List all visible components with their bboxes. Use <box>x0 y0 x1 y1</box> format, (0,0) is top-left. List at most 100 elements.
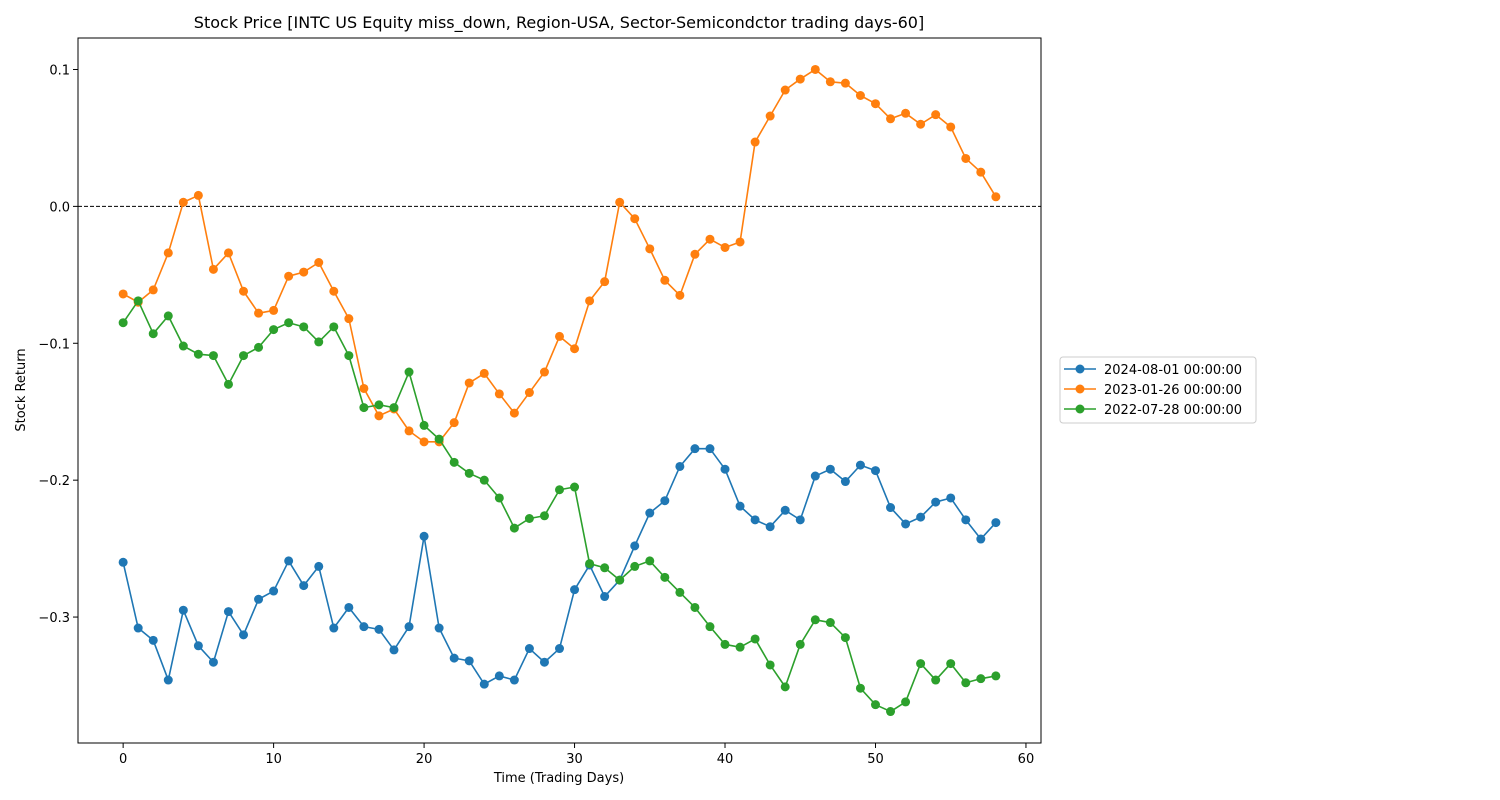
data-point <box>705 622 715 632</box>
data-point <box>570 344 580 354</box>
data-point <box>961 515 971 525</box>
x-tick-label: 0 <box>119 752 127 767</box>
data-point <box>991 192 1001 202</box>
data-point <box>991 671 1001 681</box>
data-point <box>750 137 760 147</box>
data-point <box>509 523 519 533</box>
data-point <box>901 697 911 707</box>
data-point <box>795 639 805 649</box>
data-point <box>494 389 504 399</box>
data-point <box>163 311 173 321</box>
data-point <box>449 653 459 663</box>
data-point <box>780 85 790 95</box>
x-tick-label: 30 <box>566 752 583 767</box>
data-point <box>449 457 459 467</box>
data-point <box>840 477 850 487</box>
x-tick-label: 40 <box>717 752 734 767</box>
data-point <box>795 74 805 84</box>
data-point <box>359 403 369 413</box>
data-point <box>118 289 128 299</box>
data-point <box>223 248 233 258</box>
data-point <box>660 572 670 582</box>
data-point <box>946 659 956 669</box>
data-point <box>675 461 685 471</box>
data-point <box>223 379 233 389</box>
series-1 <box>118 444 1001 689</box>
data-point <box>886 707 896 717</box>
data-point <box>344 314 354 324</box>
data-point <box>254 342 264 352</box>
data-point <box>645 556 655 566</box>
data-point <box>630 561 640 571</box>
data-point <box>539 367 549 377</box>
data-point <box>735 237 745 247</box>
data-point <box>825 77 835 87</box>
data-point <box>208 657 218 667</box>
data-point <box>178 341 188 351</box>
data-point <box>600 592 610 602</box>
data-point <box>464 656 474 666</box>
data-point <box>479 679 489 689</box>
data-point <box>976 167 986 177</box>
data-point <box>374 411 384 421</box>
data-point <box>118 557 128 567</box>
data-point <box>239 351 249 361</box>
data-point <box>780 682 790 692</box>
data-point <box>193 641 203 651</box>
x-axis: 0 10 20 30 40 50 60 <box>119 743 1034 767</box>
data-point <box>359 383 369 393</box>
data-point <box>269 305 279 315</box>
data-point <box>329 623 339 633</box>
data-point <box>765 111 775 121</box>
series-line <box>122 68 997 443</box>
data-point <box>118 318 128 328</box>
data-point <box>750 515 760 525</box>
data-point <box>404 426 414 436</box>
data-point <box>284 556 294 566</box>
data-point <box>299 322 309 332</box>
data-point <box>404 367 414 377</box>
data-point <box>690 602 700 612</box>
data-point <box>931 675 941 685</box>
data-point <box>946 122 956 132</box>
y-tick-label: 0.0 <box>49 200 70 215</box>
data-point <box>870 99 880 109</box>
data-point <box>163 675 173 685</box>
x-tick-label: 50 <box>867 752 884 767</box>
x-tick-label: 20 <box>416 752 433 767</box>
data-point <box>524 513 534 523</box>
legend-box <box>1059 356 1257 424</box>
data-point <box>780 505 790 515</box>
data-point <box>795 515 805 525</box>
data-point <box>810 471 820 481</box>
data-point <box>645 508 655 518</box>
data-point <box>901 519 911 529</box>
data-point <box>344 602 354 612</box>
legend-label: 2024-08-01 00:00:00 <box>1104 363 1242 378</box>
data-point <box>931 110 941 120</box>
data-point <box>193 349 203 359</box>
data-point <box>208 264 218 274</box>
legend-marker <box>1075 384 1085 394</box>
data-point <box>494 493 504 503</box>
y-tick-label: −0.3 <box>38 611 70 626</box>
data-point <box>464 378 474 388</box>
data-point <box>916 119 926 129</box>
data-point <box>178 197 188 207</box>
data-point <box>223 607 233 617</box>
data-point <box>765 522 775 532</box>
data-point <box>961 678 971 688</box>
data-point <box>810 64 820 74</box>
data-point <box>750 634 760 644</box>
data-point <box>870 466 880 476</box>
data-point <box>660 275 670 285</box>
x-tick-label: 10 <box>265 752 282 767</box>
data-point <box>539 511 549 521</box>
data-point <box>374 624 384 634</box>
data-point <box>615 197 625 207</box>
data-point <box>976 674 986 684</box>
data-point <box>705 234 715 244</box>
data-point <box>389 403 399 413</box>
data-point <box>675 290 685 300</box>
